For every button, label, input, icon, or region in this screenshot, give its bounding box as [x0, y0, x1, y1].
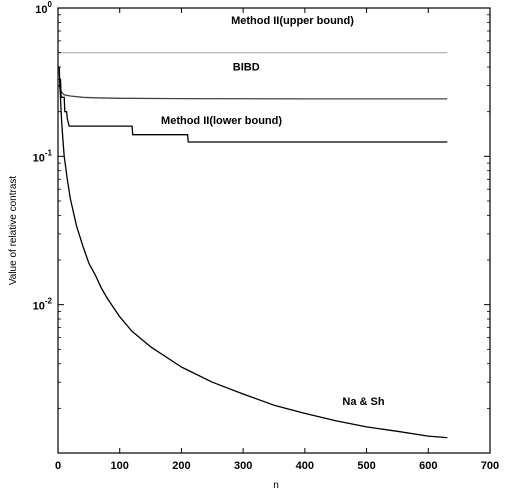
series-line-3 — [58, 78, 448, 143]
y-tick-label-exponent: 0 — [48, 0, 53, 9]
y-tick-label-base: 10 — [33, 152, 45, 164]
series-label-1: Method II(upper bound) — [231, 15, 354, 27]
y-tick-label-exponent: -1 — [45, 148, 53, 157]
y-tick-label-base: 10 — [35, 4, 47, 16]
plot-frame — [57, 7, 491, 454]
y-tick-label-base: 10 — [33, 301, 45, 313]
series-label-2: BIBD — [233, 61, 260, 73]
x-tick-label: 500 — [357, 460, 375, 472]
x-tick-label: 600 — [419, 460, 437, 472]
series-line-2 — [58, 84, 448, 100]
x-tick-label: 0 — [55, 460, 61, 472]
series-label-3: Method II(lower bound) — [161, 115, 282, 127]
x-axis-label: n — [273, 480, 279, 491]
x-tick-label: 300 — [234, 460, 252, 472]
series-label-4: Na & Sh — [342, 396, 384, 408]
y-axis-label: Value of relative contrast — [8, 176, 19, 286]
y-tick-label: 10-1 — [33, 148, 53, 164]
x-tick-label: 700 — [481, 460, 499, 472]
y-tick-label-exponent: -2 — [45, 297, 53, 306]
y-tick-label: 10-2 — [33, 297, 53, 313]
series-line-4 — [58, 66, 448, 439]
x-tick-label: 200 — [172, 460, 190, 472]
x-tick-label: 400 — [296, 460, 314, 472]
y-tick-label: 100 — [35, 0, 52, 16]
x-tick-label: 100 — [111, 460, 129, 472]
